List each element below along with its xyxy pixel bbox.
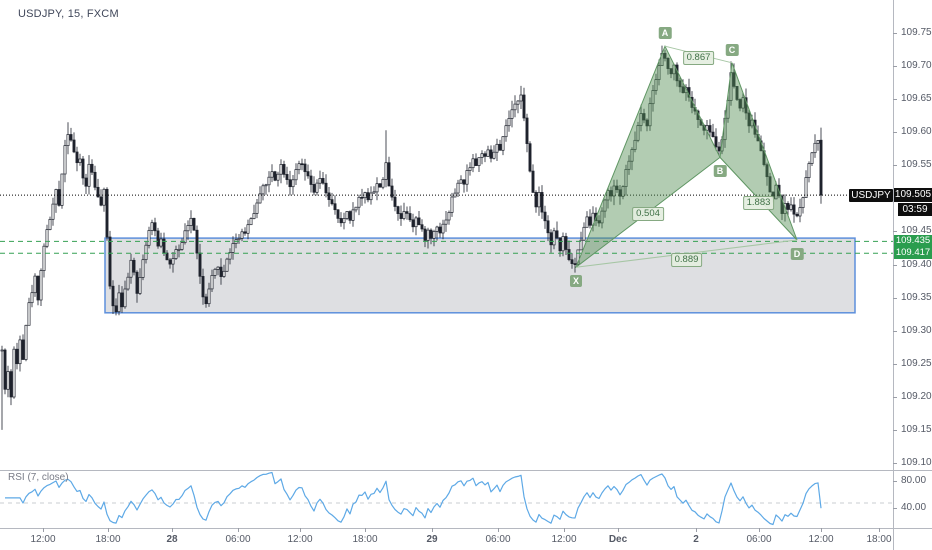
price-axis-tick [893,429,897,431]
time-axis-tick [564,528,565,532]
price-axis-label: 109.750 [901,27,932,38]
rsi-line [5,471,822,526]
price-axis-tick [893,132,897,134]
time-axis-label: 06:00 [746,534,772,545]
price-axis-label: 109.450 [901,225,932,237]
time-axis-tick [821,528,822,532]
pattern-point-X[interactable]: X [569,275,583,288]
price-axis-label: 109.250 [901,357,932,369]
time-axis-label: 18:00 [95,534,121,545]
price-axis-label: 109.400 [901,258,932,270]
main-chart-canvas[interactable] [0,0,893,470]
price-axis-tick [893,99,897,101]
pattern-ratio-label: 0.889 [670,252,703,267]
pane-separator-bottom [0,528,932,529]
time-axis-label: 06:00 [225,534,251,545]
rsi-axis-label: 40.00 [901,502,927,513]
time-axis-label: 12:00 [287,534,313,545]
support-zone-rectangle[interactable] [104,237,856,314]
rsi-axis-tick [893,508,897,509]
rsi-axis-label: 80.00 [901,475,927,486]
price-axis-tick [893,297,897,299]
pattern-ratio-label: 0.867 [682,50,715,65]
time-axis-label: 2 [693,534,699,545]
time-axis-label: 12:00 [808,534,834,545]
pattern-triangle[interactable] [574,44,721,269]
time-axis-tick [696,528,697,532]
pane-separator-top[interactable] [0,470,932,471]
time-axis-label: 18:00 [352,534,378,545]
price-axis-label: 109.550 [901,159,932,171]
price-axis-label: 109.100 [901,457,932,468]
time-axis-label: 18:00 [866,534,892,545]
price-axis-tick [893,396,897,398]
time-axis-tick [238,528,239,532]
price-axis-label: 109.300 [901,324,932,336]
price-axis-label: 109.700 [901,60,932,72]
time-axis-tick [300,528,301,532]
time-axis-label: 29 [426,534,438,545]
time-axis-tick [498,528,499,532]
symbol-price-line-label: USDJPY [849,188,893,202]
time-axis-label: Dec [608,534,628,545]
time-axis-tick [108,528,109,532]
rsi-indicator-label[interactable]: RSI (7, close) [8,472,69,483]
time-axis-tick [879,528,880,532]
time-axis-label: 12:00 [30,534,56,545]
level-price-badge-2: 109.417 [894,247,932,260]
time-axis-label: 12:00 [551,534,577,545]
price-axis-tick [893,66,897,68]
time-axis-tick [365,528,366,532]
bar-countdown-badge: 03:59 [898,203,932,217]
rsi-pane-canvas[interactable] [0,470,893,528]
symbol-title: USDJPY, 15, FXCM [18,8,119,20]
pattern-point-C[interactable]: C [725,43,739,56]
price-axis-tick [893,363,897,365]
time-axis-tick [172,528,173,532]
price-axis-tick [893,231,897,233]
pattern-ratio-label: 0.504 [632,207,664,222]
pattern-ratio-label: 1.883 [742,195,775,210]
level-price-badge-1: 109.435 [894,235,932,248]
time-axis-label: 28 [166,534,178,545]
rsi-axis-tick [893,481,897,482]
price-axis-label: 109.200 [901,390,932,402]
price-axis-separator [893,0,894,550]
time-axis-label: 06:00 [485,534,511,545]
price-axis-label: 109.650 [901,93,932,105]
price-axis-tick [893,264,897,266]
time-axis-tick [759,528,760,532]
pattern-point-D[interactable]: D [790,248,804,260]
price-axis-label: 109.600 [901,126,932,138]
pattern-point-B[interactable]: B [713,165,727,178]
candlestick-series [0,45,823,430]
price-axis-tick [893,33,897,34]
time-axis-tick [432,528,433,532]
pattern-point-A[interactable]: A [658,27,672,40]
last-price-badge: 109.505 [894,188,932,203]
pattern-triangle[interactable] [719,62,798,241]
time-axis-tick [43,528,44,532]
price-axis-label: 109.350 [901,291,932,303]
price-axis-tick [893,330,897,332]
time-axis-tick [618,528,619,532]
price-axis-tick [893,463,897,464]
price-axis-label: 109.150 [901,423,932,435]
price-axis-tick [893,165,897,167]
